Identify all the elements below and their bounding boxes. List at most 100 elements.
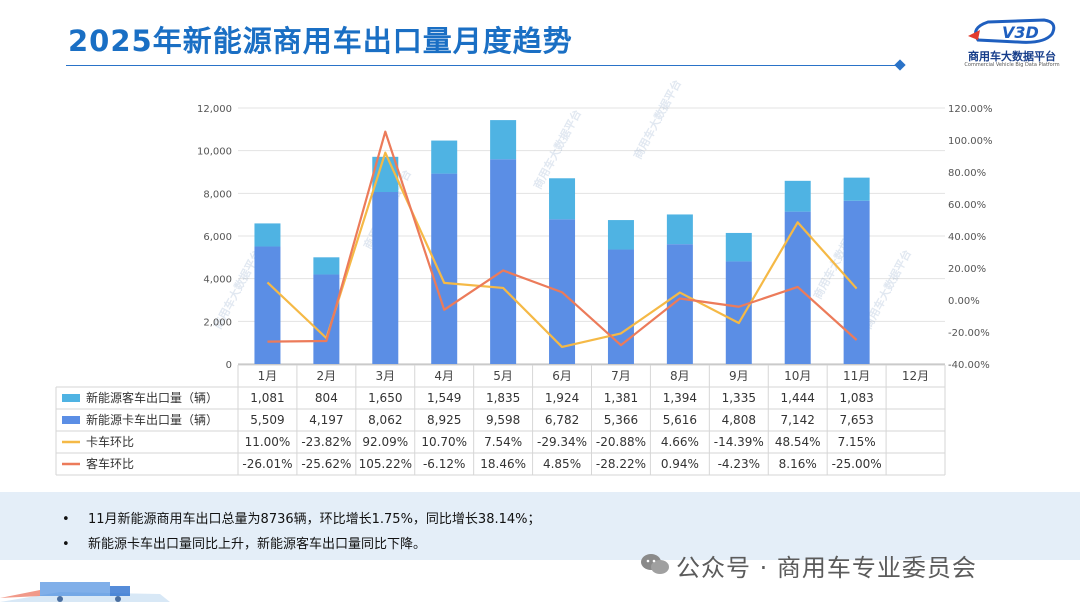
truck-export-bar xyxy=(431,173,458,364)
data-label: 8,925 xyxy=(427,413,461,427)
legend-label: 客车环比 xyxy=(86,456,134,471)
data-label: 105.22% xyxy=(359,457,412,471)
right-tick-label: -20.00% xyxy=(948,328,990,339)
data-label: 4,197 xyxy=(309,413,343,427)
left-tick-label: 6,000 xyxy=(203,232,232,243)
x-tick-label: 11月 xyxy=(843,369,870,383)
x-tick-label: 5月 xyxy=(493,369,513,383)
data-label: -25.00% xyxy=(832,457,882,471)
data-label: -28.22% xyxy=(596,457,646,471)
left-tick-label: 10,000 xyxy=(197,147,232,158)
truck-export-bar xyxy=(666,244,693,364)
right-tick-label: 20.00% xyxy=(948,264,986,275)
gridlines xyxy=(238,107,945,365)
right-tick-label: 60.00% xyxy=(948,200,986,211)
data-label: 7.15% xyxy=(838,435,876,449)
x-tick-label: 12月 xyxy=(902,369,929,383)
left-tick-label: 2,000 xyxy=(203,317,232,328)
data-label: 1,835 xyxy=(486,391,520,405)
data-label: 5,366 xyxy=(604,413,638,427)
legend-key xyxy=(62,394,80,402)
data-label: 7,142 xyxy=(781,413,815,427)
truck-decoration-icon xyxy=(0,582,170,602)
data-label: 1,381 xyxy=(604,391,638,405)
passenger-export-bar xyxy=(784,180,811,212)
left-tick-label: 4,000 xyxy=(203,275,232,286)
title-divider xyxy=(66,65,900,66)
logo-subtitle: Commercial Vehicle Big Data Platform xyxy=(964,62,1060,68)
passenger-export-bar xyxy=(254,223,281,247)
summary-text-2: 新能源卡车出口量同比上升，新能源客车出口量同比下降。 xyxy=(88,537,427,552)
data-label: 48.54% xyxy=(775,435,821,449)
data-label: 5,509 xyxy=(250,413,284,427)
wechat-icon xyxy=(641,554,669,574)
data-label: -23.82% xyxy=(301,435,351,449)
logo-mark: V3D xyxy=(1002,23,1039,42)
truck-export-bar xyxy=(372,192,399,364)
data-label: -29.34% xyxy=(537,435,587,449)
data-label: 5,616 xyxy=(663,413,697,427)
truck-export-bar xyxy=(313,274,340,364)
data-label: 1,650 xyxy=(368,391,402,405)
bar-series xyxy=(254,120,870,364)
passenger-export-bar xyxy=(549,178,576,220)
bullet-dot: • xyxy=(62,537,70,552)
data-label: 4.85% xyxy=(543,457,581,471)
passenger-export-bar xyxy=(607,220,634,250)
data-label: 7.54% xyxy=(484,435,522,449)
truck-export-bar xyxy=(843,200,870,364)
v3d-logo-icon: V3D xyxy=(968,18,1056,44)
legend-label: 卡车环比 xyxy=(86,434,134,449)
x-tick-label: 9月 xyxy=(729,369,749,383)
data-label: 1,549 xyxy=(427,391,461,405)
legend-label: 新能源卡车出口量（辆） xyxy=(86,412,218,427)
x-tick-label: 3月 xyxy=(375,369,395,383)
truck-export-bar xyxy=(607,249,634,364)
right-tick-label: 0.00% xyxy=(948,296,980,307)
data-label: 1,394 xyxy=(663,391,697,405)
data-label: 1,083 xyxy=(839,391,873,405)
x-tick-label: 1月 xyxy=(258,369,278,383)
truck-export-bar xyxy=(254,246,281,364)
x-tick-label: 7月 xyxy=(611,369,631,383)
legend-label: 新能源客车出口量（辆） xyxy=(86,390,218,405)
data-label: 10.70% xyxy=(421,435,467,449)
platform-logo: V3D 商用车大数据平台 Commercial Vehicle Big Data… xyxy=(958,14,1066,70)
passenger-export-bar xyxy=(843,177,870,201)
page-title: 2025年新能源商用车出口量月度趋势 xyxy=(68,24,573,58)
data-label: -6.12% xyxy=(423,457,465,471)
logo-name: 商用车大数据平台 xyxy=(968,50,1056,63)
left-tick-label: 8,000 xyxy=(203,189,232,200)
data-label: -26.01% xyxy=(242,457,292,471)
x-tick-label: 10月 xyxy=(784,369,811,383)
right-axis-ticks: -40.00% -20.00% 0.00% 20.00% 40.00% 60.00% 80.… xyxy=(948,104,993,371)
right-tick-label: 80.00% xyxy=(948,168,986,179)
data-label: 1,444 xyxy=(781,391,815,405)
right-tick-label: -40.00% xyxy=(948,360,990,371)
left-axis-ticks: 0 2,000 4,000 6,000 8,000 10,000 12,000 xyxy=(197,104,232,371)
data-label: -20.88% xyxy=(596,435,646,449)
data-label: 1,081 xyxy=(250,391,284,405)
data-label: 7,653 xyxy=(839,413,873,427)
bullet-dot: • xyxy=(62,512,70,527)
summary-text-1: 11月新能源商用车出口总量为8736辆，环比增长1.75%，同比增长38.14%… xyxy=(88,512,541,527)
data-label: -4.23% xyxy=(718,457,760,471)
data-label: 6,782 xyxy=(545,413,579,427)
data-label: 804 xyxy=(315,391,338,405)
left-tick-label: 12,000 xyxy=(197,104,232,115)
right-tick-label: 120.00% xyxy=(948,104,993,115)
data-label: 18.46% xyxy=(480,457,526,471)
summary-bullet-1: • 11月新能源商用车出口总量为8736辆，环比增长1.75%，同比增长38.14… xyxy=(62,508,541,527)
truck-export-bar xyxy=(725,261,752,364)
passenger-export-bar xyxy=(313,257,340,275)
data-label: 11.00% xyxy=(245,435,291,449)
truck-export-bar xyxy=(490,159,517,364)
data-label: -25.62% xyxy=(301,457,351,471)
passenger-export-bar xyxy=(725,232,752,262)
right-tick-label: 40.00% xyxy=(948,232,986,243)
chart-watermark-text: 商用车大数据平台 xyxy=(630,77,684,161)
x-tick-label: 6月 xyxy=(552,369,572,383)
data-label: 8.16% xyxy=(779,457,817,471)
